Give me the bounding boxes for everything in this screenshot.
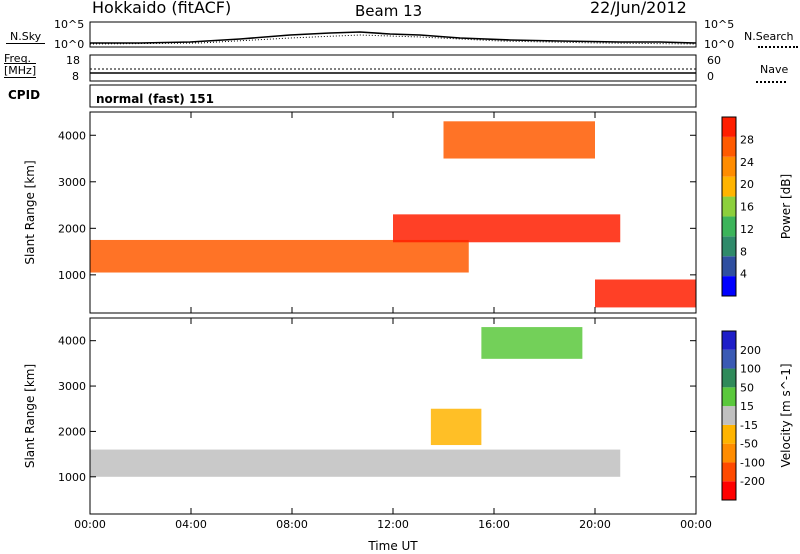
colorbar-tick-label: -100 bbox=[740, 456, 765, 469]
x-tick-label: 00:00 bbox=[74, 518, 106, 531]
colorbar-segment bbox=[722, 462, 736, 482]
colorbar-segment bbox=[722, 176, 736, 197]
power-data-features bbox=[90, 121, 696, 308]
colorbar-segment bbox=[722, 331, 736, 350]
x-tick-label: 08:00 bbox=[276, 518, 308, 531]
nsky-panel-frame bbox=[89, 21, 697, 48]
colorbar-tick-label: -50 bbox=[740, 438, 758, 451]
velocity-data-features bbox=[90, 327, 621, 477]
nsearch-trace bbox=[89, 34, 697, 45]
colorbar-tick-label: 24 bbox=[740, 156, 754, 169]
freq-panel-frame bbox=[89, 54, 697, 82]
power-panel bbox=[89, 111, 697, 314]
nsearch-tick-low: 10^0 bbox=[704, 38, 735, 51]
nsky-tick-high: 10^5 bbox=[54, 18, 85, 31]
y-tick-label: 2000 bbox=[58, 425, 86, 438]
colorbar-tick-label: 8 bbox=[740, 245, 747, 258]
nsearch-tick-high: 10^5 bbox=[704, 18, 735, 31]
colorbar-segment bbox=[722, 406, 736, 425]
colorbar-segment bbox=[722, 443, 736, 463]
colorbar-tick-label: -15 bbox=[740, 419, 758, 432]
power-feature-late-near-range bbox=[595, 279, 696, 308]
colorbar-segment bbox=[722, 349, 736, 369]
nave-tick-low: 0 bbox=[707, 70, 714, 83]
colorbar-segment bbox=[722, 424, 736, 444]
colorbar-segment bbox=[722, 387, 736, 407]
nsky-label: N.Sky bbox=[6, 30, 46, 44]
colorbar-segment bbox=[722, 368, 736, 388]
x-tick-label: 12:00 bbox=[377, 518, 409, 531]
colorbar-tick-label: 100 bbox=[740, 363, 761, 376]
nave-tick-high: 60 bbox=[707, 54, 721, 67]
freq-tick-high: 18 bbox=[66, 54, 80, 67]
colorbar-tick-label: 16 bbox=[740, 201, 754, 214]
colorbar-segment bbox=[722, 156, 736, 177]
power-feature-near-range-band bbox=[90, 239, 469, 273]
velocity-feature-receding-patch bbox=[430, 408, 482, 446]
colorbar-segment bbox=[722, 136, 736, 157]
power-colorbar-label: Power [dB] bbox=[779, 174, 793, 239]
y-tick-label: 3000 bbox=[58, 176, 86, 189]
y-tick-label: 2000 bbox=[58, 222, 86, 235]
x-tick-label: 04:00 bbox=[175, 518, 207, 531]
colorbar-segment bbox=[722, 117, 736, 137]
colorbar-tick-label: -200 bbox=[740, 475, 765, 488]
cpid-label: CPID bbox=[8, 88, 41, 102]
cpid-panel-frame bbox=[89, 84, 697, 108]
freq-label: Freq. bbox=[4, 52, 32, 65]
colorbar-segment bbox=[722, 196, 736, 217]
y-tick-label: 1000 bbox=[58, 269, 86, 282]
velocity-feature-approaching-far-band bbox=[481, 327, 583, 359]
colorbar-segment bbox=[722, 276, 736, 296]
nsky-tick-low: 10^0 bbox=[54, 38, 85, 51]
colorbar-tick-label: 200 bbox=[740, 344, 761, 357]
nsearch-legend-line bbox=[758, 46, 798, 48]
freq-unit-label: [MHz] bbox=[4, 63, 37, 78]
date-title: 22/Jun/2012 bbox=[590, 0, 687, 17]
velocity-panel bbox=[89, 317, 697, 515]
colorbar-tick-label: 4 bbox=[740, 268, 747, 281]
x-tick-label: 16:00 bbox=[478, 518, 510, 531]
beam-title: Beam 13 bbox=[355, 2, 423, 20]
nave-label: Nave bbox=[760, 63, 789, 76]
y-tick-label: 4000 bbox=[58, 129, 86, 142]
velocity-ylabel: Slant Range [km] bbox=[23, 364, 37, 468]
nave-legend-line bbox=[756, 81, 786, 83]
power-ylabel: Slant Range [km] bbox=[23, 160, 37, 264]
freq-tick-low: 8 bbox=[72, 70, 79, 83]
x-tick-label: 20:00 bbox=[579, 518, 611, 531]
colorbar-tick-label: 50 bbox=[740, 381, 754, 394]
power-colorbar-frame bbox=[721, 116, 737, 297]
axes-layer: 1000 2000 3000 4000 Slant Range [km] 1000 2000… bbox=[23, 112, 712, 553]
nsky-trace bbox=[90, 31, 697, 44]
x-axis-title: Time UT bbox=[367, 539, 418, 553]
y-tick-label: 3000 bbox=[58, 380, 86, 393]
colorbar-tick-label: 15 bbox=[740, 400, 754, 413]
station-title: Hokkaido (fitACF) bbox=[92, 0, 232, 17]
y-tick-label: 1000 bbox=[58, 471, 86, 484]
x-tick-label: 00:00 bbox=[680, 518, 712, 531]
colorbar-tick-label: 28 bbox=[740, 133, 754, 146]
colorbar-tick-label: 12 bbox=[740, 223, 754, 236]
colorbars-layer: 28 24 20 16 12 8 4 Power [dB] 200 100 50 15 -15 -50 -1… bbox=[721, 116, 793, 501]
colorbar-segment bbox=[722, 216, 736, 237]
cpid-value: normal (fast) 151 bbox=[96, 92, 214, 106]
colorbar-segment bbox=[722, 256, 736, 277]
colorbar-segment bbox=[722, 481, 736, 500]
colorbar-segment bbox=[722, 236, 736, 257]
velocity-feature-low-velocity-band bbox=[90, 449, 621, 477]
colorbar-tick-label: 20 bbox=[740, 178, 754, 191]
y-tick-label: 4000 bbox=[58, 335, 86, 348]
velocity-colorbar-frame bbox=[721, 330, 737, 501]
velocity-colorbar-label: Velocity [m s^-1] bbox=[779, 363, 793, 467]
nsearch-label: N.Search bbox=[744, 30, 794, 43]
power-feature-far-range-band bbox=[443, 121, 595, 159]
power-feature-main-ionospheric-band bbox=[393, 214, 621, 243]
